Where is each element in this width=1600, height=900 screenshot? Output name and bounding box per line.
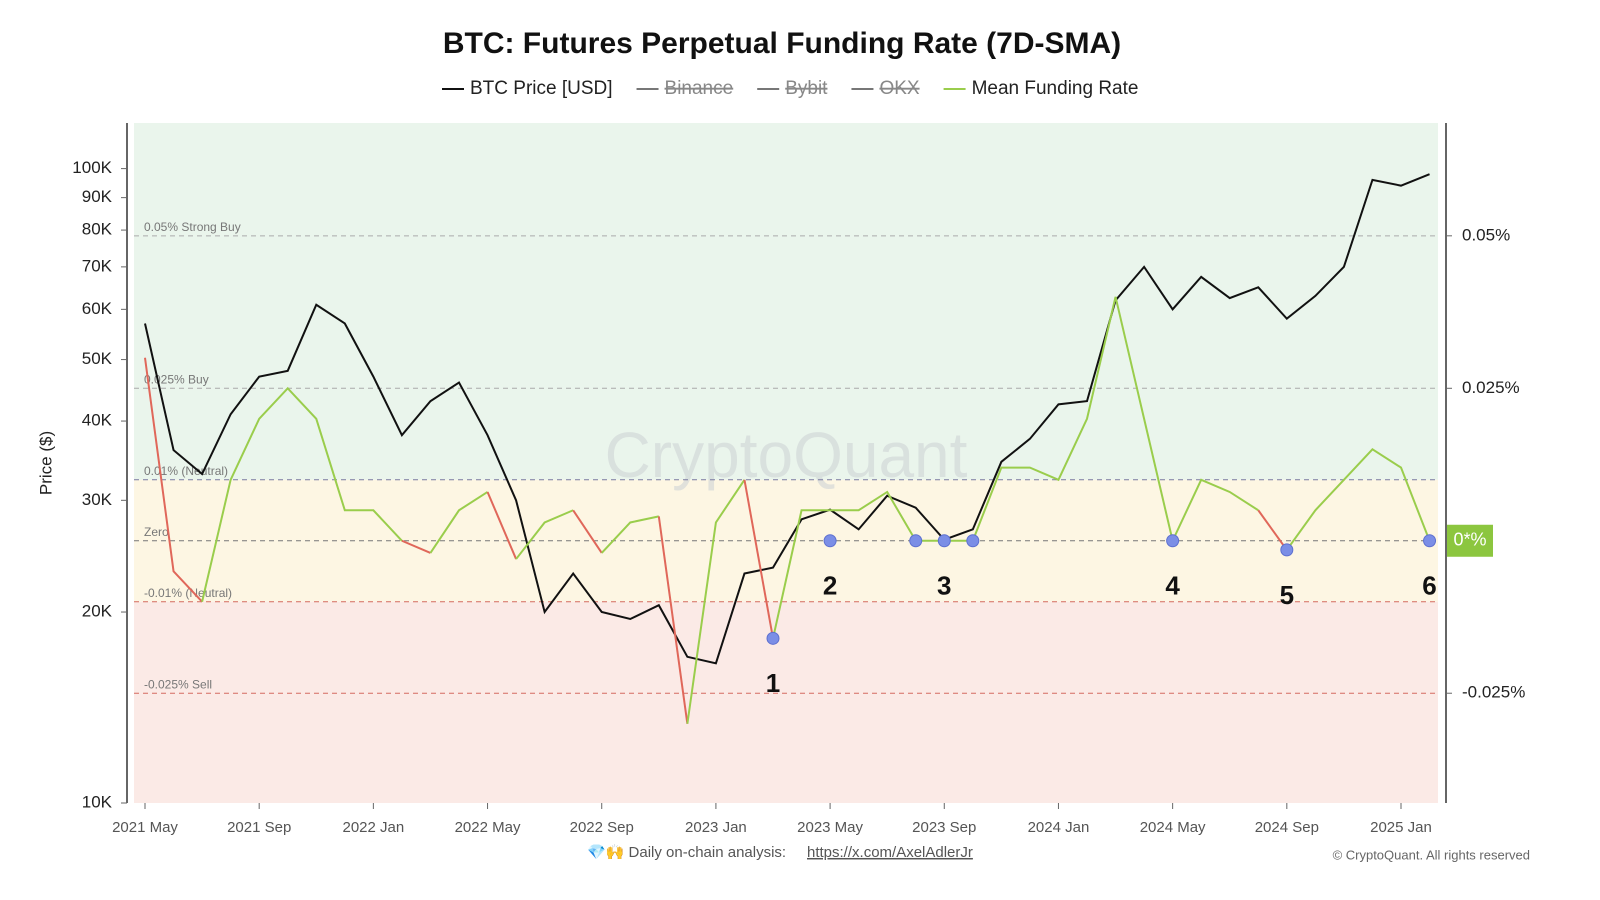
y2-tick-label: 0.05% (1462, 225, 1510, 244)
legend-label[interactable]: Binance (665, 78, 734, 99)
x-tick-label: 2021 May (112, 819, 178, 836)
x-tick-label: 2024 Jan (1028, 819, 1090, 836)
funding-line (486, 491, 518, 560)
watermark: CryptoQuant (605, 419, 968, 491)
x-tick-label: 2025 Jan (1370, 819, 1432, 836)
y-tick-label: 20K (82, 602, 113, 621)
highlight-point (937, 534, 951, 548)
funding-line (429, 491, 489, 554)
y-tick-label: 40K (82, 411, 113, 430)
highlight-point (1423, 534, 1437, 548)
y2-tick-label: 0.025% (1462, 378, 1520, 397)
reference-label: 0.05% Strong Buy (144, 220, 241, 234)
highlight-label: 6 (1422, 571, 1436, 601)
x-tick-label: 2021 Sep (227, 819, 291, 836)
funding-line (401, 539, 431, 554)
y-tick-label: 100K (72, 158, 112, 177)
highlight-point (1166, 534, 1180, 548)
footer-link[interactable]: https://x.com/AxelAdlerJr (807, 844, 973, 861)
funding-line (600, 515, 660, 554)
x-tick-label: 2022 Sep (570, 819, 634, 836)
y-tick-label: 70K (82, 256, 113, 275)
legend: BTC Price [USD] Binance Bybit OKX Mean Fundi… (442, 78, 1138, 99)
funding-line (201, 386, 403, 602)
legend-label[interactable]: OKX (879, 78, 919, 99)
y-tick-label: 50K (82, 349, 113, 368)
x-tick-label: 2022 Jan (342, 819, 404, 836)
reference-label: 0.025% Buy (144, 372, 209, 386)
funding-line (772, 296, 1259, 639)
last-value-tag (1447, 524, 1493, 557)
reference-label: -0.025% Sell (144, 677, 212, 691)
x-tick-label: 2023 Jan (685, 819, 747, 836)
y-tick-label: 90K (82, 187, 113, 206)
y2-tick-label: -0.025% (1462, 683, 1525, 702)
highlight-label: 1 (766, 668, 780, 698)
reference-label: Zero (144, 525, 169, 539)
legend-label[interactable]: Bybit (785, 78, 828, 99)
x-tick-label: 2024 Sep (1255, 819, 1319, 836)
y-tick-label: 60K (82, 299, 113, 318)
reference-label: -0.01% (Neutral) (144, 586, 232, 600)
last-value-label: 0*% (1453, 530, 1486, 550)
zone-negative (134, 601, 1438, 803)
y-tick-label: 10K (82, 792, 113, 811)
funding-line (743, 479, 774, 639)
highlight-label: 3 (937, 571, 951, 601)
x-tick-label: 2023 May (797, 819, 863, 836)
x-tick-label: 2023 Sep (912, 819, 976, 836)
x-tick-label: 2022 May (455, 819, 521, 836)
zone-positive (134, 123, 1438, 480)
x-tick-label: 2024 May (1140, 819, 1206, 836)
legend-label[interactable]: Mean Funding Rate (972, 78, 1139, 99)
highlight-label: 2 (823, 571, 837, 601)
highlight-point (823, 534, 837, 548)
funding-line (1257, 509, 1288, 551)
y-tick-label: 30K (82, 490, 113, 509)
funding-line (572, 509, 603, 554)
funding-line (1286, 447, 1431, 551)
funding-line (657, 516, 689, 724)
highlight-point (1280, 543, 1294, 557)
highlight-point (909, 534, 923, 548)
highlight-point (966, 534, 980, 548)
funding-line (144, 357, 203, 603)
y-tick-label: 80K (82, 220, 113, 239)
highlight-label: 4 (1165, 571, 1180, 601)
highlight-point (766, 631, 780, 645)
footer-link-text[interactable]: https://x.com/AxelAdlerJr (807, 844, 973, 861)
copyright: © CryptoQuant. All rights reserved (1333, 847, 1530, 862)
chart-title: BTC: Futures Perpetual Funding Rate (7D-… (443, 27, 1121, 60)
funding-line (515, 509, 574, 560)
price-line (144, 173, 1430, 665)
funding-line (686, 479, 746, 724)
highlight-label: 5 (1280, 580, 1294, 610)
footer-text: 💎🙌 Daily on-chain analysis: (587, 843, 786, 861)
reference-label: 0.01% (Neutral) (144, 464, 228, 478)
y-axis-label: Price ($) (36, 431, 55, 495)
legend-label[interactable]: BTC Price [USD] (470, 78, 613, 99)
